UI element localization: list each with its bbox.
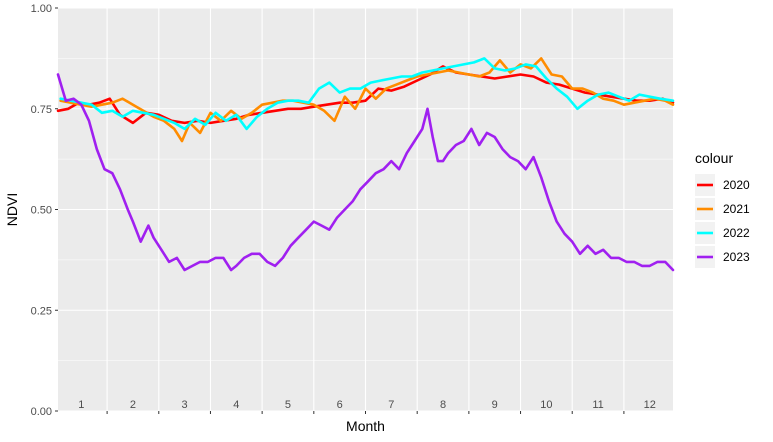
y-axis-title: NDVI [4,193,20,226]
legend-title: colour [695,150,733,166]
legend-label-2020: 2020 [723,178,750,192]
major-gridlines [58,7,673,412]
legend-label-2021: 2021 [723,202,750,216]
legend-label-2022: 2022 [723,226,750,240]
x-tick-label: 7 [388,399,394,411]
x-axis-title: Month [346,418,385,434]
x-tick-label: 8 [440,399,446,411]
x-tick-label: 5 [285,399,291,411]
series-line-2022 [59,57,675,131]
y-tick-label: 0.00 [31,406,52,418]
series-line-2021 [59,57,675,143]
y-tick-label: 0.25 [31,305,52,317]
series-line-2023 [56,73,675,272]
y-tick-label: 1.00 [31,3,52,15]
x-tick-label: 4 [233,399,239,411]
x-tick-label: 9 [492,399,498,411]
legend-label-2023: 2023 [723,250,750,264]
y-axis-ticks: 0.00 0.25 0.50 0.75 1.00 [31,3,58,418]
x-tick-label: 11 [592,399,603,411]
legend: colour 2020 2021 2022 2023 [695,150,750,268]
x-tick-label: 6 [337,399,343,411]
legend-items: 2020 2021 2022 2023 [695,174,750,268]
x-tick-label: 12 [644,399,656,411]
x-tick-label: 10 [540,399,552,411]
y-tick-label: 0.75 [31,104,52,116]
x-tick-label: 2 [130,399,136,411]
x-tick-label: 3 [182,399,188,411]
x-axis-ticks: 1 2 3 4 5 6 7 8 9 10 11 12 [78,399,656,414]
x-tick-label: 1 [78,399,84,411]
series-lines [56,57,675,272]
y-tick-label: 0.50 [31,205,52,217]
